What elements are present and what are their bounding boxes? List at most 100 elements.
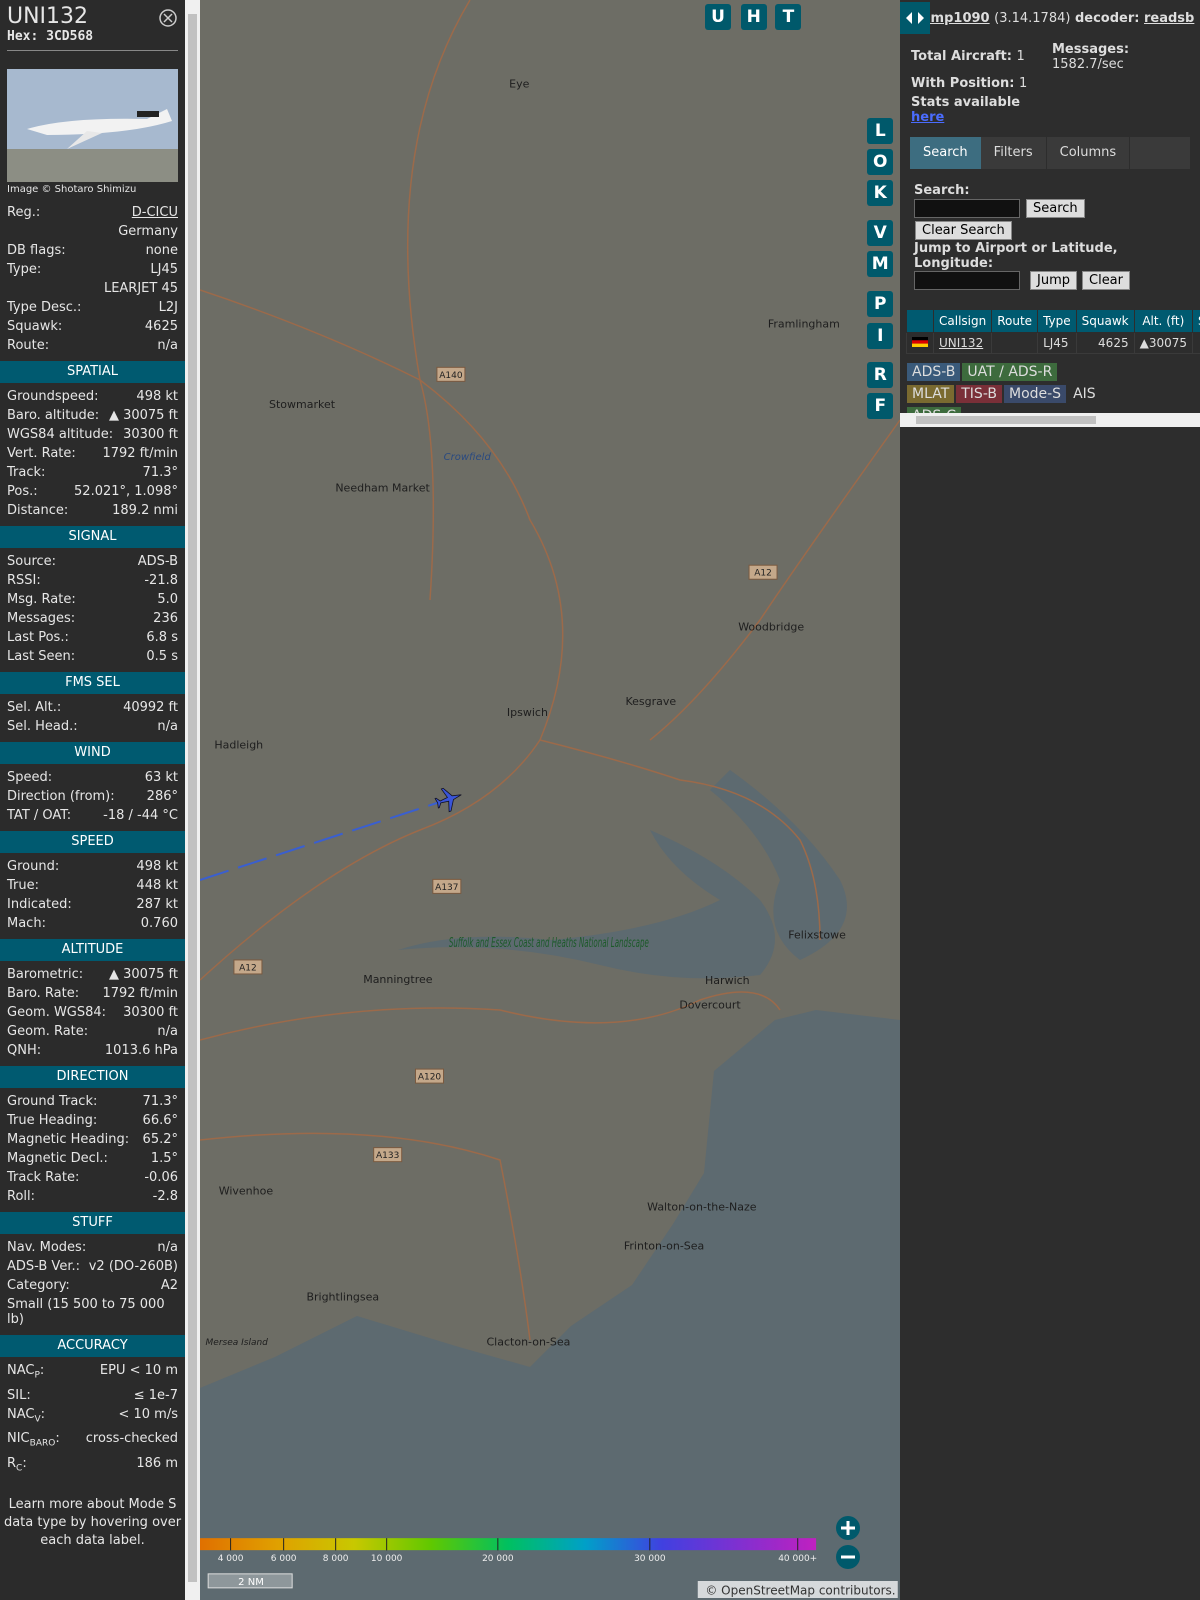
info-label[interactable]: Geom. WGS84: bbox=[7, 1003, 106, 1022]
info-label[interactable]: Sel. Head.: bbox=[7, 717, 78, 736]
info-label[interactable]: Sel. Alt.: bbox=[7, 698, 61, 717]
info-label[interactable]: Distance: bbox=[7, 501, 68, 520]
map-button[interactable]: I bbox=[867, 322, 894, 349]
info-label[interactable]: RSSI: bbox=[7, 571, 41, 590]
info-value: 30300 ft bbox=[123, 427, 178, 442]
info-label[interactable]: Nav. Modes: bbox=[7, 1238, 86, 1257]
app-name[interactable]: dump1090 bbox=[912, 11, 990, 26]
info-label[interactable]: Direction (from): bbox=[7, 787, 115, 806]
search-button[interactable]: Search bbox=[1026, 199, 1085, 218]
info-label[interactable]: RC: bbox=[7, 1454, 27, 1479]
info-label[interactable]: Geom. Rate: bbox=[7, 1022, 88, 1041]
scrollbar[interactable] bbox=[185, 0, 200, 1600]
map-button[interactable]: H bbox=[740, 4, 767, 31]
zoom-controls[interactable] bbox=[836, 1516, 860, 1569]
section-title: SIGNAL bbox=[0, 526, 185, 548]
info-label[interactable]: NACP: bbox=[7, 1361, 44, 1386]
info-label[interactable]: QNH: bbox=[7, 1041, 41, 1060]
map-button[interactable]: V bbox=[867, 219, 894, 246]
source-badge: Mode-S bbox=[1003, 385, 1067, 403]
info-label[interactable]: Magnetic Heading: bbox=[7, 1130, 129, 1149]
header-cell[interactable]: Squawk bbox=[1075, 309, 1135, 333]
info-label[interactable]: Indicated: bbox=[7, 895, 72, 914]
jump-input[interactable] bbox=[914, 271, 1020, 290]
info-value: 287 kt bbox=[136, 897, 178, 912]
header-cell[interactable]: Route bbox=[991, 309, 1039, 333]
info-label[interactable]: Roll: bbox=[7, 1187, 35, 1206]
header-cell[interactable]: Type bbox=[1037, 309, 1077, 333]
aircraft-icon[interactable] bbox=[433, 783, 465, 814]
header-cell[interactable]: Callsign bbox=[932, 309, 993, 333]
info-label[interactable]: Speed: bbox=[7, 768, 52, 787]
info-label[interactable]: Category: bbox=[7, 1276, 70, 1295]
place-label: Hadleigh bbox=[214, 739, 263, 752]
map-button[interactable]: F bbox=[867, 392, 894, 419]
tab[interactable]: Columns bbox=[1047, 137, 1131, 169]
header-cell[interactable]: Alt. (ft) bbox=[1133, 309, 1194, 333]
clear-button[interactable]: Clear bbox=[1082, 271, 1130, 290]
info-label[interactable]: NACV: bbox=[7, 1405, 45, 1430]
road-label: A120 bbox=[418, 1073, 442, 1083]
info-label[interactable]: Vert. Rate: bbox=[7, 444, 76, 463]
info-label[interactable]: Type Desc.: bbox=[7, 298, 81, 317]
info-label[interactable]: Reg.: bbox=[7, 203, 40, 222]
info-label[interactable]: Pos.: bbox=[7, 482, 38, 501]
info-label[interactable]: Last Pos.: bbox=[7, 628, 69, 647]
info-label[interactable]: SIL: bbox=[7, 1386, 31, 1405]
info-label[interactable]: NICBARO: bbox=[7, 1429, 60, 1454]
stats-link[interactable]: here bbox=[911, 110, 945, 125]
info-label[interactable]: Last Seen: bbox=[7, 647, 75, 666]
toggle-panel[interactable] bbox=[900, 2, 930, 34]
aircraft-row[interactable]: UNI132 LJ45 4625 ▲30075 bbox=[906, 332, 1200, 354]
info-label[interactable]: Track Rate: bbox=[7, 1168, 79, 1187]
map-button[interactable]: P bbox=[867, 290, 894, 317]
jump-button[interactable]: Jump bbox=[1030, 271, 1077, 290]
info-row: QNH: 1013.6 hPa bbox=[0, 1041, 185, 1060]
header-cell[interactable]: Spd bbox=[1192, 309, 1200, 333]
info-label[interactable]: Type: bbox=[7, 260, 41, 279]
info-label[interactable]: True: bbox=[7, 876, 39, 895]
info-label[interactable]: Groundspeed: bbox=[7, 387, 98, 406]
map-button[interactable]: M bbox=[867, 251, 894, 278]
map[interactable]: Eye Framlingham Stowmarket Crowfield Needham… bbox=[200, 0, 900, 1600]
info-label[interactable]: TAT / OAT: bbox=[7, 806, 71, 825]
map-button[interactable]: L bbox=[867, 117, 894, 144]
info-label[interactable]: Barometric: bbox=[7, 965, 83, 984]
close-button[interactable] bbox=[158, 8, 178, 28]
map-button[interactable]: K bbox=[867, 179, 894, 206]
clear-search-button[interactable]: Clear Search bbox=[915, 221, 1012, 240]
info-label[interactable]: Msg. Rate: bbox=[7, 590, 76, 609]
info-row: Pos.: 52.021°, 1.098° bbox=[0, 482, 185, 501]
label-text: TAT / OAT: bbox=[7, 808, 72, 823]
info-label[interactable]: DB flags: bbox=[7, 241, 66, 260]
map-button[interactable]: R bbox=[867, 362, 894, 389]
info-label[interactable]: ADS-B Ver.: bbox=[7, 1257, 80, 1276]
map-button[interactable]: O bbox=[867, 149, 894, 176]
info-label[interactable]: Route: bbox=[7, 336, 49, 355]
info-row: Category: A2 bbox=[0, 1276, 185, 1295]
info-label[interactable]: Squawk: bbox=[7, 317, 62, 336]
info-label[interactable]: Ground: bbox=[7, 857, 59, 876]
info-label[interactable]: True Heading: bbox=[7, 1111, 97, 1130]
tab[interactable]: Search bbox=[910, 137, 981, 169]
info-label[interactable]: Mach: bbox=[7, 914, 46, 933]
info-label[interactable]: Magnetic Decl.: bbox=[7, 1149, 108, 1168]
info-label[interactable]: Track: bbox=[7, 463, 45, 482]
map-button[interactable]: T bbox=[775, 4, 802, 31]
info-label[interactable]: Baro. altitude: bbox=[7, 406, 99, 425]
aircraft-photo bbox=[7, 69, 178, 182]
map-button[interactable]: U bbox=[705, 4, 732, 31]
info-label[interactable]: Ground Track: bbox=[7, 1092, 97, 1111]
info-value[interactable]: D-CICU bbox=[131, 205, 178, 220]
tab[interactable]: Filters bbox=[981, 137, 1047, 169]
search-input[interactable] bbox=[914, 199, 1020, 218]
info-label[interactable]: WGS84 altitude: bbox=[7, 425, 113, 444]
info-label[interactable]: Baro. Rate: bbox=[7, 984, 79, 1003]
info-value: n/a bbox=[157, 1240, 178, 1255]
decoder-link[interactable]: readsb bbox=[1144, 11, 1195, 26]
label-end: : bbox=[55, 1431, 60, 1447]
h-scrollbar[interactable] bbox=[900, 413, 1200, 427]
place-label: Dovercourt bbox=[679, 999, 741, 1012]
info-label[interactable]: Messages: bbox=[7, 609, 75, 628]
info-label[interactable]: Source: bbox=[7, 552, 56, 571]
